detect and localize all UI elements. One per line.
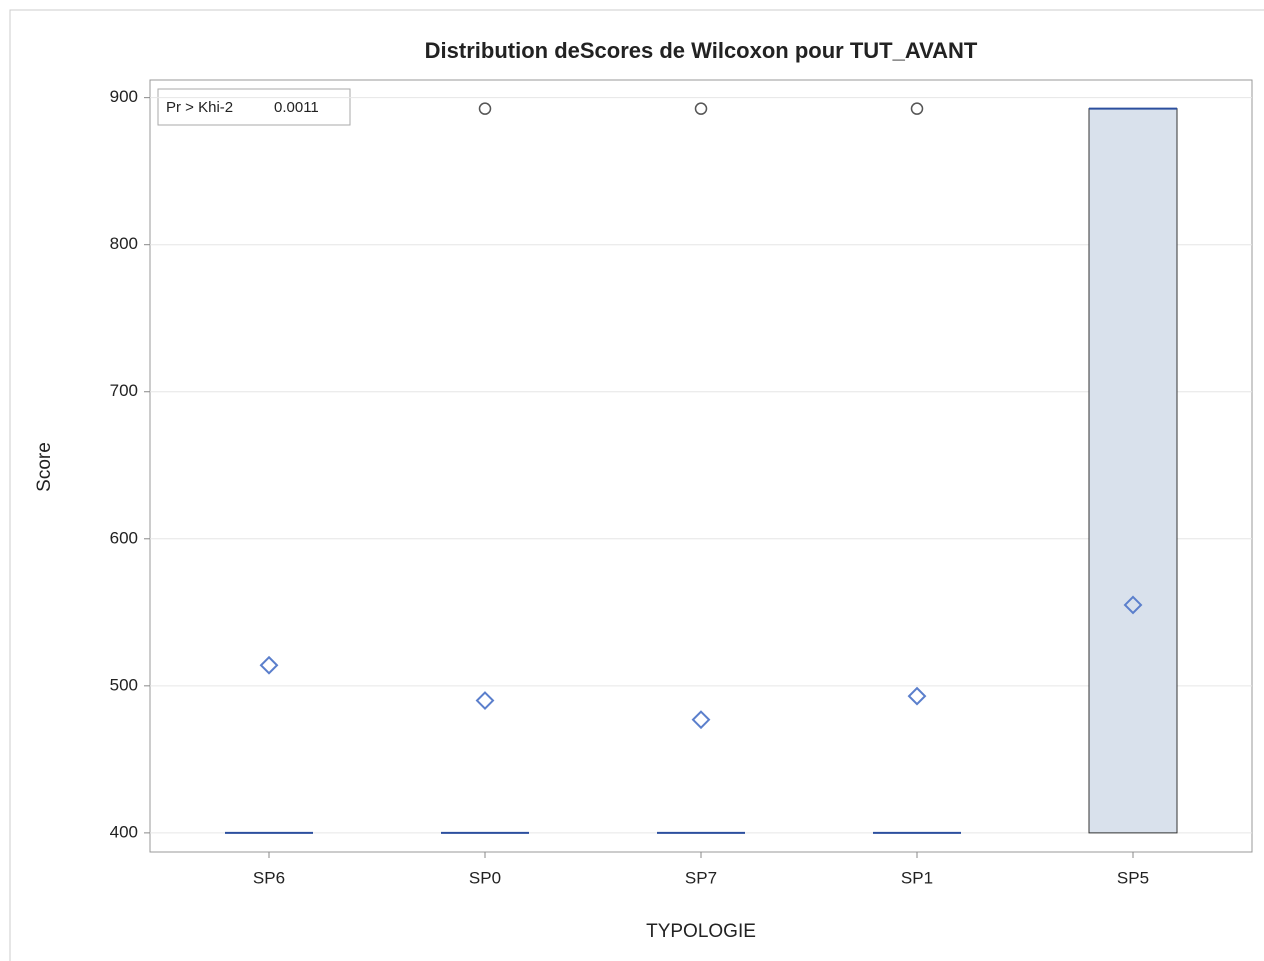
plot-area [149,79,1253,853]
mean-marker [259,655,279,675]
x-tick-label: SP1 [901,868,933,887]
mean-marker [1123,595,1143,615]
outlier [694,102,708,115]
x-axis-label: TYPOLOGIE [646,921,756,942]
y-tick-label: 500 [110,675,138,694]
mean-marker [907,686,927,706]
y-tick-label: 400 [110,822,138,841]
x-tick-label: SP7 [685,868,717,887]
y-axis-label: Score [34,442,55,492]
frame [9,9,1264,961]
y-tick-label: 800 [110,234,138,253]
x-tick-label: SP6 [253,868,285,887]
inset-value: 0.0011 [274,99,319,116]
box [1088,108,1178,834]
y-tick-label: 900 [110,87,138,106]
outlier [478,102,492,115]
x-tick-label: SP5 [1117,868,1149,887]
mean-marker [691,710,711,730]
y-tick-label: 700 [110,381,138,400]
y-tick-label: 600 [110,528,138,547]
outlier [910,102,924,115]
inset-box [157,88,351,126]
x-tick-label: SP0 [469,868,501,887]
mean-marker [475,691,495,710]
chart-title: Distribution deScores de Wilcoxon pour T… [425,38,978,63]
inset-label: Pr > Khi-2 [166,99,233,116]
